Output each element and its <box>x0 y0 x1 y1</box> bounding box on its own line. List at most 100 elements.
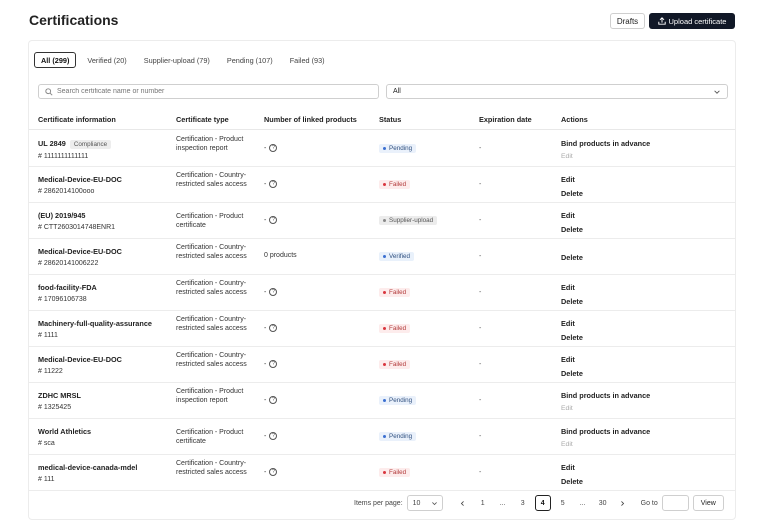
status-cell: Pending <box>379 432 417 441</box>
tab-pending[interactable]: Pending (107) <box>226 55 273 65</box>
help-icon[interactable]: ? <box>269 324 278 332</box>
cert-type: Certification - Country-restricted sales… <box>176 280 247 296</box>
linked-products-cell: -? <box>264 216 278 224</box>
page-button-30[interactable]: 30 <box>598 499 607 507</box>
row-action-secondary[interactable]: Delete <box>561 189 583 198</box>
row-action-primary[interactable]: Edit <box>561 355 575 364</box>
tab-all[interactable]: All (299) <box>34 52 77 68</box>
row-action-secondary[interactable]: Edit <box>561 153 573 160</box>
row-action-secondary[interactable]: Delete <box>561 369 583 378</box>
linked-products-count: - <box>264 180 267 188</box>
actions-cell: Edit Delete <box>561 211 583 234</box>
row-action-primary[interactable]: Edit <box>561 319 575 328</box>
cert-info-cell: food-facility-FDA # 17096106738 <box>38 283 97 303</box>
linked-products-count: - <box>264 144 267 152</box>
table-row: Medical-Device-EU-DOC # 11222 Certificatio… <box>29 347 735 383</box>
actions-cell: Edit Delete <box>561 175 583 198</box>
status-cell: Supplier-upload <box>379 216 438 225</box>
cert-number: # CTT2603014748ENR1 <box>38 224 116 231</box>
page-button-4[interactable]: 4 <box>534 495 551 511</box>
view-button[interactable]: View <box>692 495 724 511</box>
cert-name-text: Medical-Device-EU-DOC <box>38 247 122 256</box>
cert-number: # 1325425 <box>38 404 72 411</box>
upload-icon <box>657 17 666 25</box>
linked-products-count: - <box>264 468 267 476</box>
page-ellipsis: ... <box>499 499 506 507</box>
cert-number: # 28620141006222 <box>38 260 99 267</box>
help-icon[interactable]: ? <box>269 144 278 152</box>
table-row: Machinery-full-quality-assurance # 1111 Ce… <box>29 311 735 347</box>
cert-number: # 1111 <box>38 332 58 339</box>
page-button-3[interactable]: 3 <box>520 499 525 507</box>
row-action-primary[interactable]: Delete <box>561 253 583 262</box>
cert-name-text: Medical-Device-EU-DOC <box>38 175 122 184</box>
row-action-primary[interactable]: Edit <box>561 283 575 292</box>
help-icon[interactable]: ? <box>269 180 278 188</box>
linked-products-cell: -? <box>264 288 278 296</box>
row-action-primary[interactable]: Bind products in advance <box>561 391 651 400</box>
search-input-wrapper[interactable] <box>38 84 379 99</box>
cert-name-text: UL 2849 <box>38 139 66 148</box>
status-cell: Verified <box>379 252 415 261</box>
cert-name: Machinery-full-quality-assurance <box>38 319 152 328</box>
row-action-primary[interactable]: Edit <box>561 463 575 472</box>
expiration-date: - <box>479 361 482 368</box>
row-action-secondary[interactable]: Delete <box>561 477 583 486</box>
cert-info-cell: Medical-Device-EU-DOC # 2862014100ooo <box>38 175 122 195</box>
page-button-1[interactable]: 1 <box>480 499 485 507</box>
cert-info-cell: medical-device-canada-mdel # 111 <box>38 463 137 483</box>
tab-supplier-upload[interactable]: Supplier-upload (79) <box>143 55 210 65</box>
row-action-secondary[interactable]: Edit <box>561 405 573 412</box>
row-action-primary[interactable]: Bind products in advance <box>561 139 651 148</box>
cert-type: Certification - Product inspection repor… <box>176 136 244 152</box>
page-ellipsis: ... <box>579 499 586 507</box>
items-per-page-label: Items per page: <box>354 499 403 507</box>
status-text: Failed <box>389 361 407 368</box>
status-dot <box>383 435 386 438</box>
prev-page-button[interactable] <box>455 495 471 511</box>
row-action-primary[interactable]: Edit <box>561 175 575 184</box>
next-page-button[interactable] <box>615 495 631 511</box>
help-icon[interactable]: ? <box>269 216 278 224</box>
cert-name-text: Machinery-full-quality-assurance <box>38 319 152 328</box>
cert-name: ZDHC MRSL <box>38 391 81 400</box>
status-cell: Failed <box>379 360 411 369</box>
linked-products-cell: -? <box>264 180 278 188</box>
status-filter-select[interactable]: All <box>386 84 728 99</box>
upload-certificate-button[interactable]: Upload certificate <box>649 13 735 29</box>
row-action-secondary[interactable]: Edit <box>561 441 573 448</box>
cert-type: Certification - Country-restricted sales… <box>176 172 247 188</box>
page-size-value: 10 <box>412 499 421 507</box>
help-icon[interactable]: ? <box>269 432 278 440</box>
tab-verified[interactable]: Verified (20) <box>87 55 127 65</box>
row-action-secondary[interactable]: Delete <box>561 333 583 342</box>
cert-name: UL 2849 Compliance <box>38 139 112 149</box>
help-icon[interactable]: ? <box>269 396 278 404</box>
page-button-5[interactable]: 5 <box>560 499 565 507</box>
drafts-button[interactable]: Drafts <box>610 13 645 29</box>
status-badge: Failed <box>379 468 411 477</box>
tab-failed[interactable]: Failed (93) <box>289 55 325 65</box>
row-action-secondary[interactable]: Delete <box>561 225 583 234</box>
status-text: Failed <box>389 325 407 332</box>
row-action-primary[interactable]: Bind products in advance <box>561 427 651 436</box>
row-action-secondary[interactable]: Delete <box>561 297 583 306</box>
expiration-date: - <box>479 253 482 260</box>
cert-info-cell: ZDHC MRSL # 1325425 <box>38 391 81 411</box>
expiration-date: - <box>479 289 482 296</box>
help-icon[interactable]: ? <box>269 360 278 368</box>
cert-name: Medical-Device-EU-DOC <box>38 175 122 184</box>
linked-products-count: - <box>264 324 267 332</box>
help-icon[interactable]: ? <box>269 288 278 296</box>
help-icon[interactable]: ? <box>269 468 278 476</box>
column-header-linked: Number of linked products <box>264 115 357 124</box>
table-row: (EU) 2019/945 # CTT2603014748ENR1 Certific… <box>29 203 735 239</box>
search-input[interactable] <box>57 88 357 95</box>
cert-name: food-facility-FDA <box>38 283 97 292</box>
table-header: Certificate information Certificate type… <box>29 107 735 130</box>
actions-cell: Edit Delete <box>561 355 583 378</box>
page-size-select[interactable]: 10 <box>406 495 443 511</box>
status-badge: Failed <box>379 324 411 333</box>
row-action-primary[interactable]: Edit <box>561 211 575 220</box>
goto-page-input[interactable] <box>661 495 689 511</box>
